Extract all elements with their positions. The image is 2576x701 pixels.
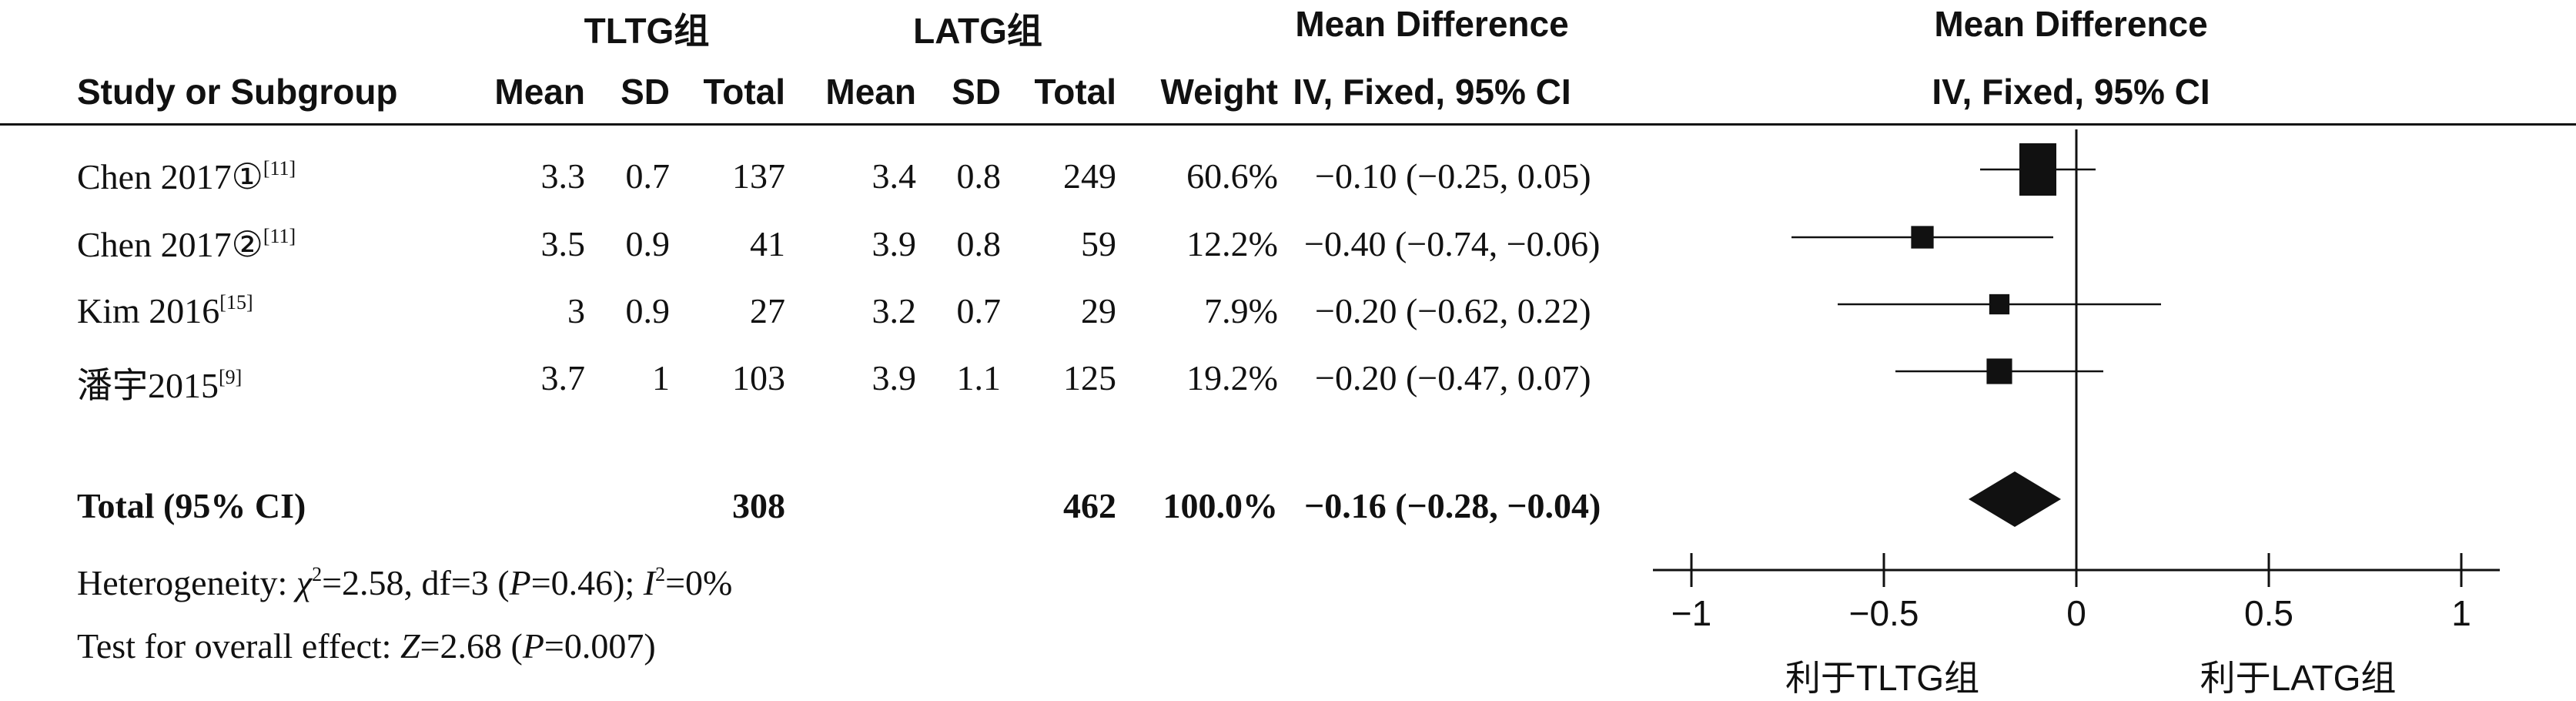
study-total2: 249 [1063,156,1116,196]
study-mean1: 3.3 [540,156,586,196]
total-weight: 100.0% [1163,486,1279,525]
x-tick-label: −1 [1671,593,1711,633]
effect-title-1: Mean Difference [1295,4,1569,44]
study-point [1989,293,2010,315]
study-sd2: 0.8 [956,224,1002,263]
study-mean2: 3.4 [871,156,917,196]
study-sd1: 0.9 [625,224,671,263]
study-sd2: 1.1 [956,358,1002,397]
favours-left-label: 利于TLTG组 [1785,658,1979,698]
study-mean2: 3.9 [871,224,917,263]
weight-header: Weight [1160,72,1278,112]
study-ci: −0.40 (−0.74, −0.06) [1304,224,1601,263]
study-total1: 41 [750,224,785,263]
sd2-header: SD [952,72,1001,112]
study-weight: 60.6% [1186,156,1278,196]
study-sd1: 0.9 [625,291,671,330]
group1-header: TLTG组 [584,11,710,51]
total-ci: −0.16 (−0.28, −0.04) [1304,486,1601,525]
study-name: 潘宇2015[9] [77,366,243,405]
effect-subtitle-2: IV, Fixed, 95% CI [1932,72,2210,112]
study-total1: 27 [750,291,785,330]
study-mean1: 3 [567,291,585,330]
favours-right-label: 利于LATG组 [2200,658,2397,698]
group2-header: LATG组 [913,11,1042,51]
sd1-header: SD [621,72,670,112]
study-total1: 103 [732,358,785,397]
heterogeneity-text: Heterogeneity: χ2=2.58, df=3 (P=0.46); I… [77,563,733,602]
mean2-header: Mean [825,72,916,112]
x-tick-label: −0.5 [1849,593,1919,633]
header-rule [0,123,2576,126]
study-mean1: 3.7 [540,358,586,397]
study-name: Chen 2017①[11] [77,157,296,196]
study-mean2: 3.9 [871,358,917,397]
study-point [1986,358,2012,384]
effect-title-2: Mean Difference [1934,4,2208,44]
study-sd2: 0.8 [956,156,1002,196]
effect-subtitle-1: IV, Fixed, 95% CI [1293,72,1571,112]
study-total2: 59 [1081,224,1116,263]
x-tick-label: 1 [2451,593,2471,633]
total-label: Total (95% CI) [77,486,306,525]
study-ci: −0.20 (−0.47, 0.07) [1315,358,1591,397]
study-weight: 7.9% [1204,291,1278,330]
study-weight: 19.2% [1186,358,1278,397]
study-name: Chen 2017②[11] [77,225,296,264]
study-mean1: 3.5 [540,224,586,263]
study-total1: 137 [732,156,785,196]
total-n2: 462 [1063,486,1116,525]
study-col-header: Study or Subgroup [77,72,398,112]
study-sd1: 1 [652,358,670,397]
total-n1: 308 [732,486,785,525]
study-ci: −0.10 (−0.25, 0.05) [1315,156,1591,196]
study-point [1911,226,1934,249]
study-sd1: 0.7 [625,156,671,196]
study-total2: 125 [1063,358,1116,397]
study-ci: −0.20 (−0.62, 0.22) [1315,291,1591,330]
x-tick-label: 0 [2066,593,2086,633]
x-tick-label: 0.5 [2244,593,2293,633]
overall-effect-text: Test for overall effect: Z=2.68 (P=0.007… [77,626,656,666]
study-name: Kim 2016[15] [77,291,253,330]
study-total2: 29 [1081,291,1116,330]
pooled-diamond [1969,471,2061,527]
study-weight: 12.2% [1186,224,1278,263]
mean1-header: Mean [494,72,585,112]
total1-header: Total [703,72,785,112]
study-sd2: 0.7 [956,291,1002,330]
total2-header: Total [1034,72,1116,112]
study-point [2019,143,2056,196]
study-mean2: 3.2 [871,291,917,330]
